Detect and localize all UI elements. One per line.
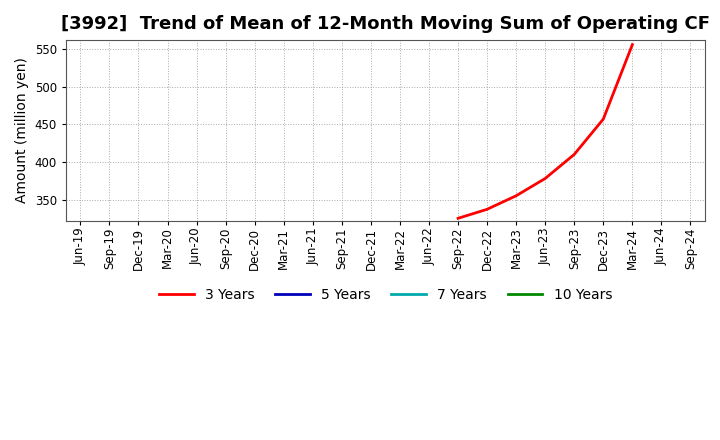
Legend: 3 Years, 5 Years, 7 Years, 10 Years: 3 Years, 5 Years, 7 Years, 10 Years [153,282,618,308]
Title: [3992]  Trend of Mean of 12-Month Moving Sum of Operating CF: [3992] Trend of Mean of 12-Month Moving … [61,15,710,33]
Y-axis label: Amount (million yen): Amount (million yen) [15,57,29,203]
